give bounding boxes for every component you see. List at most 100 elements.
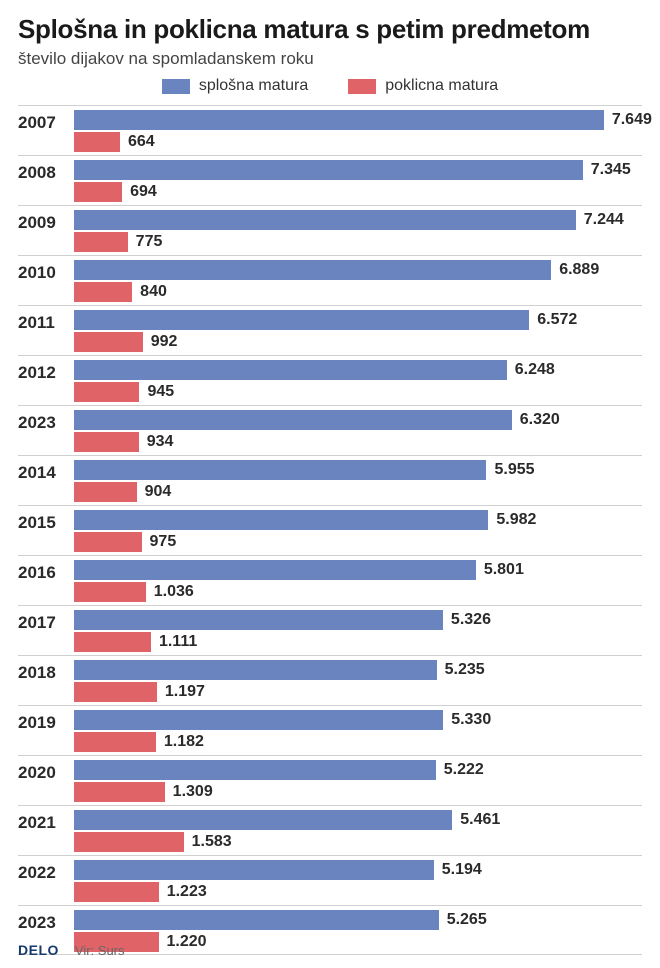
bar-value-poklicna: 975 xyxy=(150,533,177,551)
bar-pair: 5.3301.182 xyxy=(74,710,642,751)
bar-splosna: 6.248 xyxy=(74,360,642,380)
bar-rect-poklicna xyxy=(74,382,139,402)
bar-pair: 7.345 694 xyxy=(74,160,642,201)
bar-splosna: 5.194 xyxy=(74,860,642,880)
bar-value-splosna: 6.572 xyxy=(537,311,577,329)
bar-rect-poklicna xyxy=(74,482,137,502)
year-label: 2022 xyxy=(18,864,74,881)
bar-poklicna: 934 xyxy=(74,432,642,452)
bar-poklicna: 945 xyxy=(74,382,642,402)
bar-value-poklicna: 694 xyxy=(130,183,157,201)
bar-splosna: 5.265 xyxy=(74,910,642,930)
bar-splosna: 5.461 xyxy=(74,810,642,830)
bar-splosna: 5.326 xyxy=(74,610,642,630)
bar-rect-splosna xyxy=(74,310,529,330)
chart-row: 2014 5.955 904 xyxy=(18,455,642,505)
bar-poklicna: 1.197 xyxy=(74,682,642,702)
bar-pair: 5.222 1.309 xyxy=(74,760,642,801)
bar-splosna: 6.320 xyxy=(74,410,642,430)
bar-splosna: 5.235 xyxy=(74,660,642,680)
bar-poklicna: 1.583 xyxy=(74,832,642,852)
bar-value-splosna: 5.265 xyxy=(447,911,487,929)
legend-item-splosna: splošna matura xyxy=(162,77,308,95)
bar-pair: 5.982 975 xyxy=(74,510,642,551)
bar-poklicna: 1.111 xyxy=(74,632,642,652)
bar-rect-poklicna xyxy=(74,582,146,602)
bar-pair: 5.1941.223 xyxy=(74,860,642,901)
bar-value-splosna: 7.345 xyxy=(591,161,631,179)
year-label: 2019 xyxy=(18,714,74,731)
bar-value-poklicna: 1.583 xyxy=(192,833,232,851)
year-label: 2015 xyxy=(18,514,74,531)
bar-pair: 7.244775 xyxy=(74,210,642,251)
bar-rect-splosna xyxy=(74,560,476,580)
bar-splosna: 6.889 xyxy=(74,260,642,280)
chart-row: 20077.649664 xyxy=(18,105,642,155)
year-label: 2023 xyxy=(18,414,74,431)
bar-poklicna: 992 xyxy=(74,332,642,352)
legend-label-poklicna: poklicna matura xyxy=(385,77,498,95)
bar-rect-splosna xyxy=(74,610,443,630)
bar-pair: 5.461 1.583 xyxy=(74,810,642,851)
year-label: 2009 xyxy=(18,214,74,231)
bar-value-poklicna: 1.220 xyxy=(167,933,207,951)
chart-row: 20155.982 975 xyxy=(18,505,642,555)
footer-source: Vir: Surs xyxy=(75,943,125,958)
legend-item-poklicna: poklicna matura xyxy=(348,77,498,95)
bar-poklicna: 1.182 xyxy=(74,732,642,752)
bar-splosna: 5.801 xyxy=(74,560,642,580)
year-label: 2017 xyxy=(18,614,74,631)
bar-rect-splosna xyxy=(74,210,576,230)
year-label: 2011 xyxy=(18,314,74,331)
bar-value-splosna: 7.649 xyxy=(612,111,652,129)
bar-rect-splosna xyxy=(74,660,437,680)
bar-rect-poklicna xyxy=(74,732,156,752)
bar-pair: 5.326 1.111 xyxy=(74,610,642,651)
bar-rect-splosna xyxy=(74,910,439,930)
bar-poklicna: 1.309 xyxy=(74,782,642,802)
year-label: 2023 xyxy=(18,914,74,931)
bar-value-poklicna: 992 xyxy=(151,333,178,351)
bar-value-poklicna: 904 xyxy=(145,483,172,501)
year-label: 2010 xyxy=(18,264,74,281)
bar-rect-poklicna xyxy=(74,132,120,152)
bar-pair: 5.8011.036 xyxy=(74,560,642,601)
bar-pair: 6.248 945 xyxy=(74,360,642,401)
bar-poklicna: 840 xyxy=(74,282,642,302)
chart-row: 20175.326 1.111 xyxy=(18,605,642,655)
year-label: 2016 xyxy=(18,564,74,581)
bar-value-splosna: 5.222 xyxy=(444,761,484,779)
bar-pair: 5.955 904 xyxy=(74,460,642,501)
bar-value-splosna: 5.194 xyxy=(442,861,482,879)
bar-pair: 5.265 1.220 xyxy=(74,910,642,950)
bar-value-poklicna: 1.111 xyxy=(159,633,197,651)
bar-rect-poklicna xyxy=(74,532,142,552)
chart-row: 20195.3301.182 xyxy=(18,705,642,755)
bar-value-poklicna: 840 xyxy=(140,283,167,301)
year-label: 2014 xyxy=(18,464,74,481)
bar-value-splosna: 5.235 xyxy=(445,661,485,679)
bar-rect-poklicna xyxy=(74,832,184,852)
bar-poklicna: 975 xyxy=(74,532,642,552)
bar-value-splosna: 6.320 xyxy=(520,411,560,429)
bar-value-splosna: 5.461 xyxy=(460,811,500,829)
bar-rect-splosna xyxy=(74,460,486,480)
bar-rect-splosna xyxy=(74,110,604,130)
bar-chart: 20077.64966420087.34569420097.2447752010… xyxy=(18,105,642,955)
bar-rect-splosna xyxy=(74,260,551,280)
bar-rect-poklicna xyxy=(74,782,165,802)
footer-brand: DELO xyxy=(18,942,59,958)
bar-rect-splosna xyxy=(74,710,443,730)
bar-rect-splosna xyxy=(74,360,507,380)
bar-pair: 6.320 934 xyxy=(74,410,642,451)
bar-rect-splosna xyxy=(74,810,452,830)
bar-value-splosna: 5.955 xyxy=(494,461,534,479)
bar-splosna: 5.982 xyxy=(74,510,642,530)
chart-row: 20225.1941.223 xyxy=(18,855,642,905)
bar-value-splosna: 6.248 xyxy=(515,361,555,379)
chart-legend: splošna matura poklicna matura xyxy=(18,77,642,95)
chart-row: 20215.4611.583 xyxy=(18,805,642,855)
chart-row: 20106.889 840 xyxy=(18,255,642,305)
bar-pair: 7.649664 xyxy=(74,110,642,151)
bar-pair: 6.572 992 xyxy=(74,310,642,351)
